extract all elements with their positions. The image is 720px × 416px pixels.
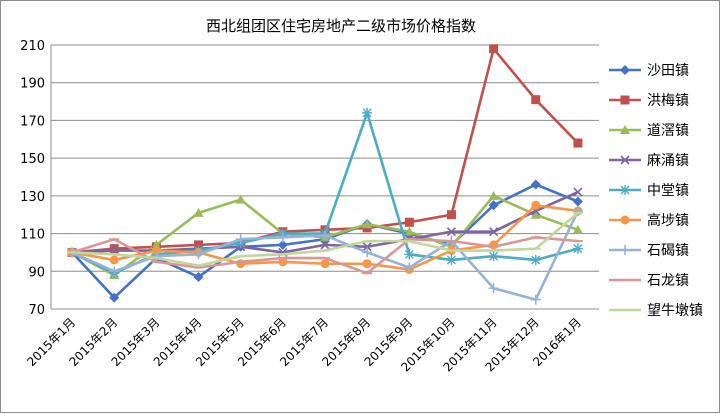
- data-point: [193, 271, 204, 282]
- legend-marker: [620, 245, 630, 255]
- data-point: [193, 249, 204, 260]
- y-tick-label: 130: [20, 190, 45, 205]
- legend-item: 道滘镇: [609, 123, 689, 139]
- y-tick-label: 190: [20, 77, 45, 92]
- data-point: [488, 200, 499, 211]
- data-point: [151, 246, 161, 256]
- data-point: [404, 262, 415, 273]
- legend-marker: [620, 155, 630, 165]
- series-line: [71, 210, 580, 301]
- legend-label: 望牛墩镇: [647, 303, 703, 319]
- legend-item: 高埗镇: [609, 212, 689, 229]
- legend-item: 沙田镇: [609, 63, 689, 79]
- data-point: [277, 239, 288, 250]
- y-tick-label: 170: [20, 114, 45, 129]
- data-point: [446, 210, 456, 220]
- data-point: [193, 207, 204, 217]
- data-point: [488, 251, 499, 262]
- y-tick-label: 150: [20, 152, 45, 167]
- data-point: [235, 234, 246, 245]
- grid-lines: [50, 44, 599, 310]
- data-point: [404, 249, 415, 260]
- data-point: [488, 283, 499, 294]
- y-axis-tick-labels: 70 90 110 130 150 170 190 210: [20, 39, 45, 318]
- data-point: [530, 254, 541, 265]
- series-line: [71, 47, 579, 254]
- series-9: [67, 211, 583, 267]
- data-point: [530, 209, 541, 219]
- data-point: [362, 107, 373, 118]
- data-point: [151, 239, 162, 249]
- legend-item: 石龙镇: [609, 273, 689, 289]
- data-point: [320, 240, 330, 250]
- legend-label: 道滘镇: [647, 123, 689, 139]
- data-point: [489, 44, 499, 54]
- data-point: [109, 244, 119, 254]
- y-tick-label: 210: [20, 39, 45, 54]
- legend-label: 高埗镇: [647, 212, 689, 229]
- data-point: [194, 240, 204, 250]
- data-point: [573, 138, 583, 148]
- data-point: [277, 232, 288, 243]
- legend-item: 麻涌镇: [609, 153, 689, 169]
- legend-label: 麻涌镇: [647, 153, 689, 169]
- data-point: [404, 217, 414, 227]
- data-point: [531, 95, 541, 105]
- data-point: [572, 243, 583, 254]
- data-point: [320, 230, 330, 241]
- x-axis-tick-labels: 2015年1月2015年2月2015年3月2015年4月2015年5月2015年…: [24, 315, 584, 374]
- data-point: [530, 294, 541, 305]
- data-point: [404, 226, 415, 236]
- data-point: [572, 224, 583, 234]
- legend-marker: [620, 185, 630, 195]
- data-point: [572, 196, 583, 207]
- data-point: [235, 194, 246, 204]
- legend-marker: [620, 215, 630, 225]
- legend-item: 石碣镇: [609, 243, 689, 259]
- data-point: [573, 187, 583, 197]
- legend-item: 洪梅镇: [609, 93, 689, 109]
- legend-label: 石龙镇: [647, 273, 689, 289]
- data-point: [362, 242, 372, 252]
- data-point: [362, 219, 373, 229]
- legend-item: 中堂镇: [609, 183, 689, 199]
- y-tick-label: 70: [28, 303, 45, 318]
- legend-label: 石碣镇: [647, 243, 689, 259]
- legend-label: 中堂镇: [647, 183, 689, 199]
- data-point: [109, 266, 120, 277]
- legend-label: 洪梅镇: [647, 93, 689, 109]
- legend-marker: [620, 95, 630, 105]
- data-point: [109, 255, 119, 265]
- legend-label: 沙田镇: [647, 63, 689, 79]
- data-point: [320, 259, 330, 269]
- data-point: [489, 227, 499, 237]
- y-tick-label: 90: [28, 265, 45, 280]
- data-point: [151, 251, 162, 262]
- data-point: [278, 257, 288, 267]
- data-point: [109, 292, 120, 303]
- data-point: [446, 254, 457, 265]
- data-point: [488, 190, 499, 200]
- data-point: [531, 200, 541, 210]
- data-point: [362, 259, 372, 269]
- legend-marker: [620, 65, 630, 75]
- data-point: [446, 227, 457, 237]
- data-point: [530, 179, 541, 190]
- legend-item: 望牛墩镇: [609, 303, 703, 319]
- legend-marker: [620, 125, 630, 134]
- chart-title: 西北组团区住宅房地产二级市场价格指数: [206, 17, 476, 35]
- series-lines: [67, 44, 583, 305]
- y-tick-label: 110: [20, 228, 45, 243]
- data-point: [362, 247, 373, 258]
